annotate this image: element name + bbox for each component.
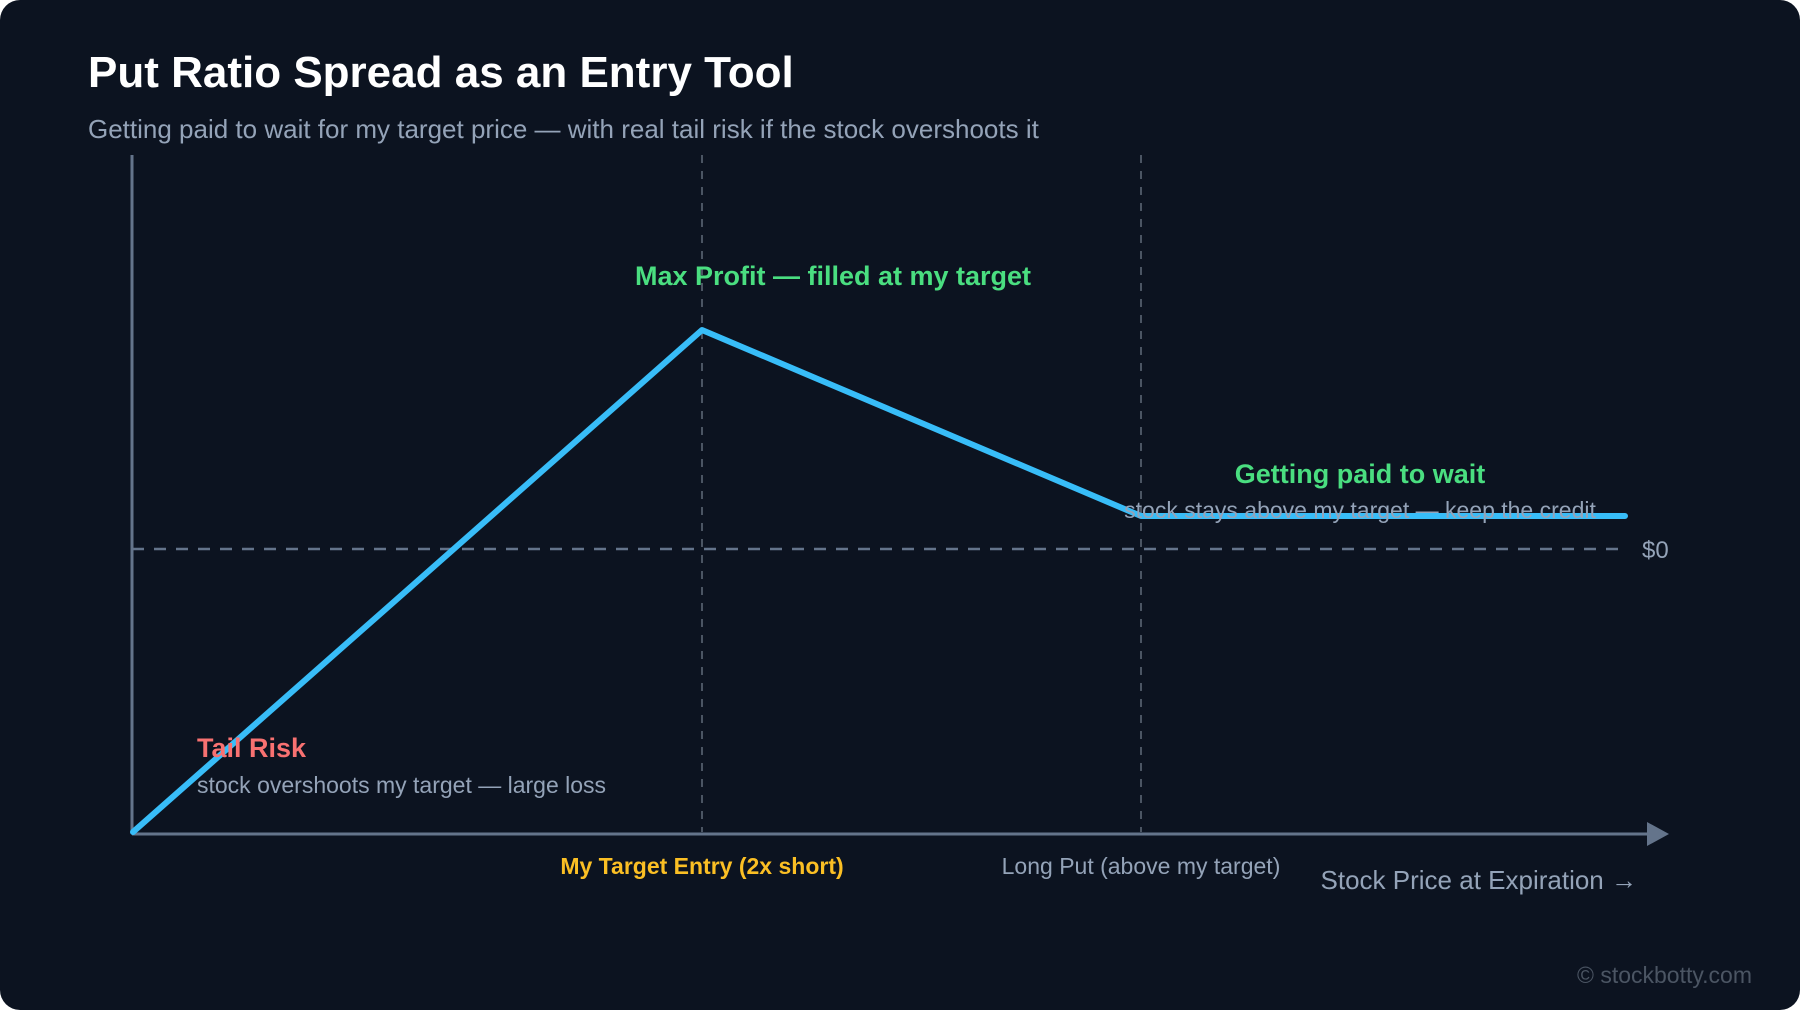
target-entry-label: My Target Entry (2x short) <box>560 853 843 879</box>
long-put-label: Long Put (above my target) <box>1002 853 1281 879</box>
page-title: Put Ratio Spread as an Entry Tool <box>88 48 794 97</box>
page-subtitle: Getting paid to wait for my target price… <box>88 114 1039 144</box>
tail-risk-subtitle: stock overshoots my target — large loss <box>197 772 606 798</box>
tail-risk-title: Tail Risk <box>197 733 307 763</box>
paid-wait-title: Getting paid to wait <box>1235 459 1486 489</box>
zero-label: $0 <box>1642 537 1669 564</box>
paid-wait-subtitle: stock stays above my target — keep the c… <box>1124 497 1596 523</box>
x-axis-label: Stock Price at Expiration → <box>1321 865 1637 895</box>
x-axis-arrow-icon <box>1647 822 1669 846</box>
max-profit-label: Max Profit — filled at my target <box>635 261 1031 291</box>
payoff-line <box>130 327 1628 835</box>
copyright-text: © stockbotty.com <box>1577 962 1752 988</box>
